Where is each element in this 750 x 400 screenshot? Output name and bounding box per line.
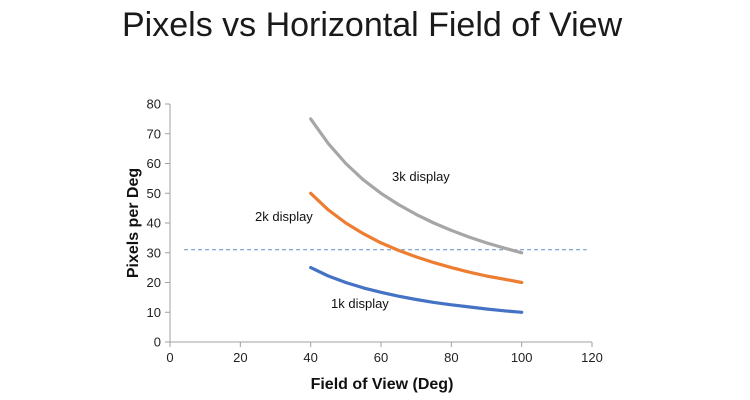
axes: 0 10 20 30 40 50 60 70 80 0 20 40 60 80 100 120	[147, 97, 603, 366]
series-line-3k-display	[309, 117, 524, 255]
chart-title: Pixels vs Horizontal Field of View	[122, 6, 623, 44]
series-label-2k-display: 2k display	[255, 209, 313, 224]
x-tick-label: 0	[166, 350, 173, 365]
y-tick-label: 20	[147, 275, 161, 290]
series-labels: 3k display 2k display 1k display	[255, 169, 450, 311]
x-tick-label: 20	[233, 350, 247, 365]
y-tick-label: 80	[147, 97, 161, 112]
series-group	[309, 117, 524, 314]
x-tick-label: 80	[444, 350, 458, 365]
y-tick-label: 40	[147, 216, 161, 231]
y-tick-label: 0	[154, 335, 161, 350]
x-axis-label: Field of View (Deg)	[311, 376, 454, 393]
series-line-2k-display	[309, 191, 524, 285]
x-tick-label: 60	[374, 350, 388, 365]
y-tick-label: 30	[147, 245, 161, 260]
x-tick-label: 120	[581, 350, 603, 365]
x-tick-label: 40	[303, 350, 317, 365]
x-tick-label: 100	[511, 350, 533, 365]
y-tick-label: 60	[147, 156, 161, 171]
series-label-1k-display: 1k display	[331, 296, 389, 311]
series-label-3k-display: 3k display	[392, 169, 450, 184]
y-tick-label: 70	[147, 126, 161, 141]
series-line-1k-display	[309, 266, 524, 314]
y-tick-label: 10	[147, 305, 161, 320]
y-axis-label: Pixels per Deg	[125, 168, 142, 278]
y-tick-label: 50	[147, 186, 161, 201]
